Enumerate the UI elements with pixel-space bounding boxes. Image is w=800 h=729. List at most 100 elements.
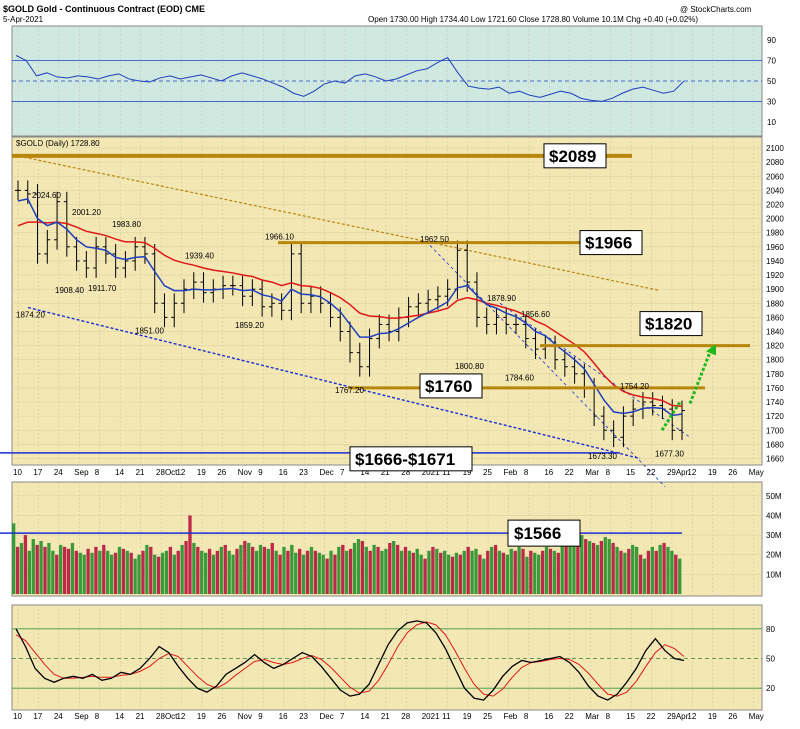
volume-bar bbox=[82, 554, 86, 594]
volume-bar bbox=[294, 552, 298, 594]
volume-bar bbox=[439, 552, 443, 594]
x-tick-label-bottom: 17 bbox=[33, 712, 42, 721]
volume-bar bbox=[399, 550, 404, 594]
price-annotation: 1908.40 bbox=[55, 286, 84, 295]
level-box: $1820 bbox=[639, 311, 703, 337]
volume-bar bbox=[615, 546, 619, 594]
x-tick-label-bottom: 19 bbox=[197, 712, 206, 721]
volume-bar bbox=[125, 550, 129, 594]
volume-bar bbox=[176, 550, 180, 594]
price-annotation: 1754.20 bbox=[620, 382, 649, 391]
x-tick-label: 12 bbox=[176, 468, 185, 477]
volume-bar bbox=[411, 552, 415, 594]
level-box-frame bbox=[543, 143, 607, 169]
level-box-label: $1666-$1671 bbox=[355, 450, 455, 469]
volume-bar bbox=[407, 550, 412, 594]
vol-tick-label: 50M bbox=[766, 492, 782, 501]
x-tick-label: 22 bbox=[647, 468, 656, 477]
x-tick-label-bottom: Feb bbox=[503, 712, 517, 721]
price-tick-label: 1880 bbox=[766, 299, 784, 308]
price-tick-label: 1840 bbox=[766, 327, 784, 336]
volume-bar bbox=[203, 552, 208, 594]
x-tick-label-bottom: 28Oct bbox=[156, 712, 178, 721]
volume-bar bbox=[153, 554, 157, 594]
rsi-tick-label: 50 bbox=[767, 77, 776, 86]
volume-bar bbox=[207, 548, 212, 594]
volume-bar bbox=[66, 548, 71, 594]
volume-bar bbox=[55, 554, 59, 594]
x-tick-label-bottom: 19 bbox=[708, 712, 717, 721]
header-credit: @ StockCharts.com bbox=[680, 5, 752, 14]
stoch-tick-label: 80 bbox=[766, 625, 775, 634]
x-tick-label-bottom: 29Apr bbox=[667, 712, 689, 721]
price-annotation: 1911.70 bbox=[88, 284, 117, 293]
volume-bar bbox=[470, 550, 474, 594]
x-tick-label: Dec bbox=[320, 468, 334, 477]
price-annotation: 1874.20 bbox=[16, 310, 45, 319]
volume-bar bbox=[145, 544, 149, 594]
price-annotation: 1856.60 bbox=[521, 310, 550, 319]
level-box: $1966 bbox=[579, 230, 643, 256]
x-tick-label: 21 bbox=[136, 468, 145, 477]
volume-bar bbox=[301, 554, 306, 594]
volume-bar bbox=[98, 550, 102, 594]
x-tick-label: 11 bbox=[442, 468, 451, 477]
volume-bar bbox=[572, 531, 576, 594]
rsi-tick-label: 90 bbox=[767, 36, 776, 45]
x-tick-label-bottom: 8 bbox=[606, 712, 611, 721]
volume-bar bbox=[497, 550, 502, 594]
volume-bar bbox=[450, 556, 455, 594]
price-tick-label: 2020 bbox=[766, 200, 784, 209]
x-tick-label-bottom: Mar bbox=[585, 712, 599, 721]
volume-bar bbox=[548, 548, 553, 594]
volume-bar bbox=[223, 544, 227, 594]
volume-bar bbox=[86, 548, 90, 594]
x-tick-label-bottom: Sep bbox=[74, 712, 89, 721]
price-tick-label: 1920 bbox=[766, 271, 784, 280]
x-tick-label: 21 bbox=[381, 468, 390, 477]
stoch-tick-label: 20 bbox=[766, 684, 775, 693]
volume-bar bbox=[435, 548, 439, 594]
volume-bar bbox=[254, 550, 259, 594]
volume-bar bbox=[149, 546, 153, 594]
volume-bar bbox=[211, 554, 216, 594]
price-panel-bg bbox=[11, 136, 763, 466]
volume-bar bbox=[619, 550, 623, 594]
price-annotation: 1939.40 bbox=[185, 251, 214, 260]
price-tick-label: 1860 bbox=[766, 313, 784, 322]
level-box-label: $1760 bbox=[425, 377, 472, 396]
rsi-tick-label: 10 bbox=[767, 118, 776, 127]
volume-bar bbox=[427, 550, 431, 594]
x-tick-label-bottom: 23 bbox=[299, 712, 308, 721]
volume-bar bbox=[360, 540, 365, 594]
volume-bar bbox=[611, 542, 615, 594]
rsi-series bbox=[12, 55, 762, 102]
volume-bar bbox=[325, 558, 329, 594]
price-tick-label: 1960 bbox=[766, 243, 784, 252]
volume-bar bbox=[631, 544, 635, 594]
x-tick-label-bottom: Nov bbox=[238, 712, 252, 721]
volume-bar bbox=[129, 552, 133, 594]
price-tick-label: 2100 bbox=[766, 144, 784, 153]
volume-bar bbox=[117, 546, 122, 594]
volume-bar bbox=[184, 540, 188, 594]
volume-bar bbox=[544, 546, 549, 594]
x-tick-label: 28 bbox=[401, 468, 410, 477]
volume-bar bbox=[521, 548, 525, 594]
volume-bar bbox=[47, 542, 51, 594]
level-box-label: $1820 bbox=[645, 315, 692, 334]
channel-line-b bbox=[499, 302, 691, 438]
volume-bar bbox=[188, 515, 192, 594]
volume-level-box: $1566 bbox=[507, 519, 581, 547]
arrow-up-small bbox=[660, 401, 682, 432]
lower-trend-line bbox=[27, 306, 641, 460]
volume-bar bbox=[458, 554, 462, 594]
volume-bar bbox=[627, 548, 631, 594]
x-tick-label-bottom: 26 bbox=[217, 712, 226, 721]
level-box-frame bbox=[349, 446, 473, 472]
level-box: $2089 bbox=[543, 143, 607, 169]
volume-bar bbox=[486, 550, 490, 594]
level-box-frame bbox=[639, 311, 703, 337]
stoch-k-line bbox=[15, 620, 685, 701]
volume-bar bbox=[341, 544, 345, 594]
